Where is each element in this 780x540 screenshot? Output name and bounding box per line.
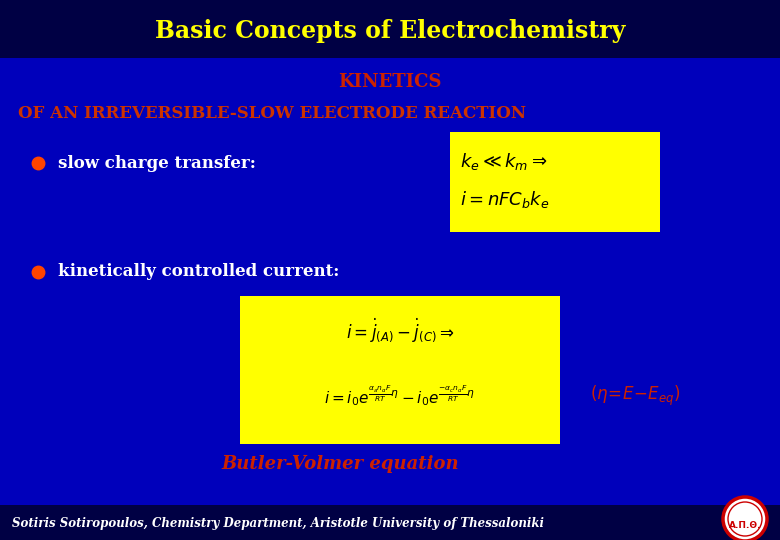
Text: KINETICS: KINETICS (339, 73, 441, 91)
Text: $i = nFC_b k_e$: $i = nFC_b k_e$ (460, 190, 550, 211)
Text: $k_e \ll k_m \Rightarrow$: $k_e \ll k_m \Rightarrow$ (460, 152, 548, 172)
Text: slow charge transfer:: slow charge transfer: (58, 154, 256, 172)
Circle shape (723, 497, 767, 540)
FancyBboxPatch shape (450, 132, 660, 232)
Text: $(\eta\!=\!E\!-\!E_{eq})$: $(\eta\!=\!E\!-\!E_{eq})$ (590, 384, 680, 408)
FancyBboxPatch shape (0, 505, 780, 540)
Text: Sotiris Sotiropoulos, Chemistry Department, Aristotle University of Thessaloniki: Sotiris Sotiropoulos, Chemistry Departme… (12, 517, 544, 530)
Text: OF AN IRREVERSIBLE-SLOW ELECTRODE REACTION: OF AN IRREVERSIBLE-SLOW ELECTRODE REACTI… (18, 105, 526, 123)
Text: Butler-Volmer equation: Butler-Volmer equation (222, 455, 459, 473)
FancyBboxPatch shape (0, 0, 780, 58)
FancyBboxPatch shape (240, 296, 560, 444)
Text: Α.Π.Θ.: Α.Π.Θ. (729, 521, 761, 530)
Text: kinetically controlled current:: kinetically controlled current: (58, 264, 339, 280)
Text: Basic Concepts of Electrochemistry: Basic Concepts of Electrochemistry (154, 19, 626, 43)
Text: $i = \dot{j}_{(A)} - \dot{j}_{(C)} \Rightarrow$: $i = \dot{j}_{(A)} - \dot{j}_{(C)} \Righ… (346, 316, 454, 344)
Text: $i = i_0 e^{\frac{\alpha_a n_\alpha F}{RT}\eta} - i_0 e^{\frac{-\alpha_c n_\alph: $i = i_0 e^{\frac{\alpha_a n_\alpha F}{R… (324, 383, 476, 408)
